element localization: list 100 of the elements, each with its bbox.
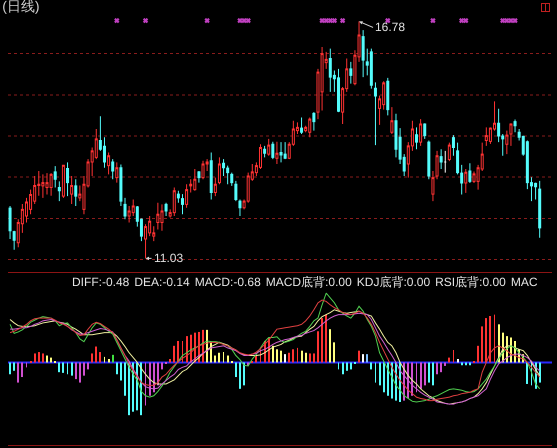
bar xyxy=(99,352,101,362)
bar xyxy=(428,362,430,383)
bar xyxy=(284,354,286,362)
bar xyxy=(276,349,278,362)
bar xyxy=(42,353,44,362)
bar xyxy=(317,331,319,362)
bar xyxy=(13,362,15,371)
bar xyxy=(461,362,463,366)
candlestick xyxy=(419,118,422,146)
candlestick xyxy=(444,150,447,174)
bar xyxy=(50,358,52,362)
bar xyxy=(243,362,245,386)
bar xyxy=(370,362,372,370)
candlestick xyxy=(431,170,434,202)
bar xyxy=(38,352,40,362)
bar xyxy=(227,356,229,362)
bar xyxy=(34,353,36,362)
candlestick xyxy=(423,122,426,140)
bar xyxy=(358,350,360,362)
bar xyxy=(128,362,130,416)
text: KDJ底背:0.00 xyxy=(356,275,430,289)
bar xyxy=(124,362,126,396)
bar xyxy=(255,356,257,362)
candlestick xyxy=(505,130,508,155)
bar xyxy=(333,342,335,362)
bar xyxy=(379,362,381,386)
bar xyxy=(214,356,216,362)
bar xyxy=(173,346,175,362)
bar xyxy=(21,362,23,378)
bar xyxy=(95,346,97,362)
bar xyxy=(321,318,323,362)
bar xyxy=(366,354,368,362)
bar xyxy=(288,352,290,362)
text: MACD:-0.68 xyxy=(194,275,261,289)
bar xyxy=(448,358,450,362)
bar xyxy=(305,352,307,362)
candlestick xyxy=(436,150,439,180)
bar xyxy=(309,353,311,362)
bar xyxy=(329,329,331,362)
bar xyxy=(485,318,487,362)
candlestick xyxy=(464,168,468,194)
bar xyxy=(489,316,491,362)
bar xyxy=(17,362,19,383)
bar xyxy=(186,336,188,362)
text: DIFF:-0.48 xyxy=(72,275,130,289)
bar xyxy=(301,350,303,362)
candlestick xyxy=(514,119,517,133)
bar xyxy=(292,349,294,362)
bar xyxy=(149,362,151,396)
candlestick xyxy=(509,122,512,146)
bar xyxy=(436,362,438,374)
bar xyxy=(383,362,385,392)
bar xyxy=(477,346,479,362)
candlestick xyxy=(440,148,443,170)
bar xyxy=(313,353,315,362)
bar xyxy=(79,362,81,383)
bar xyxy=(424,362,426,386)
candlestick xyxy=(452,134,455,156)
bar xyxy=(71,362,73,376)
bar xyxy=(75,362,77,380)
bar xyxy=(116,362,118,374)
bar xyxy=(9,362,11,374)
bar xyxy=(526,362,528,384)
bar xyxy=(342,362,344,374)
text: DEA:-0.14 xyxy=(134,275,190,289)
bar xyxy=(362,354,364,362)
bar xyxy=(272,346,274,362)
text: RSI底背:0.00 xyxy=(435,275,506,289)
bar xyxy=(112,354,114,362)
bar xyxy=(161,362,163,370)
candlestick xyxy=(468,162,472,184)
candlestick xyxy=(415,126,418,150)
bar xyxy=(91,353,93,362)
bar xyxy=(440,362,442,372)
bar xyxy=(218,352,220,362)
bar xyxy=(420,362,422,389)
bar xyxy=(280,350,282,362)
text: MAC xyxy=(510,275,538,289)
bar xyxy=(83,362,85,376)
bar xyxy=(539,362,541,383)
bar xyxy=(346,362,348,371)
bar xyxy=(465,362,467,366)
bar xyxy=(481,326,483,362)
candlestick xyxy=(538,180,542,238)
bar xyxy=(87,362,89,370)
bar xyxy=(387,362,389,396)
bar xyxy=(58,362,60,372)
bar xyxy=(120,362,122,380)
bar xyxy=(46,356,48,362)
text: MACD底背:0.00 xyxy=(266,275,352,289)
bar xyxy=(457,359,459,362)
bar xyxy=(444,362,446,366)
bar xyxy=(469,362,471,366)
bar xyxy=(62,362,64,373)
bar xyxy=(325,314,327,362)
bar xyxy=(108,359,110,362)
bar xyxy=(239,362,241,389)
candlestick xyxy=(427,140,430,180)
bar xyxy=(350,362,352,370)
candlestick xyxy=(448,142,451,162)
